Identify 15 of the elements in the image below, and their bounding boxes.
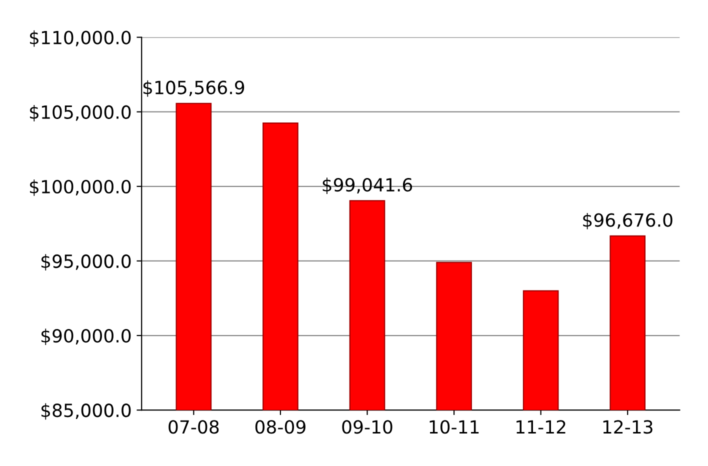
x-tick-label: 09-10 [342,420,392,434]
data-label: $96,676.0 [583,212,672,230]
data-label: $99,041.6 [322,178,412,194]
y-tick-label: $95,000.0 [41,254,131,270]
y-tick-label: $90,000.0 [41,328,131,346]
y-tick-label: $85,000.0 [41,403,131,420]
y-tick-label: $100,000.0 [30,180,131,196]
data-label: $105,566.9 [143,80,244,97]
x-tick-label: 10-11 [430,420,479,434]
y-tick-label: $105,000.0 [30,104,131,122]
x-tick-label: 12-13 [603,420,652,434]
x-tick-label: 07-08 [168,420,219,434]
x-tick-label: 08-09 [255,420,306,434]
y-tick-label: $110,000.0 [30,30,131,47]
x-tick-label: 11-12 [516,420,566,434]
